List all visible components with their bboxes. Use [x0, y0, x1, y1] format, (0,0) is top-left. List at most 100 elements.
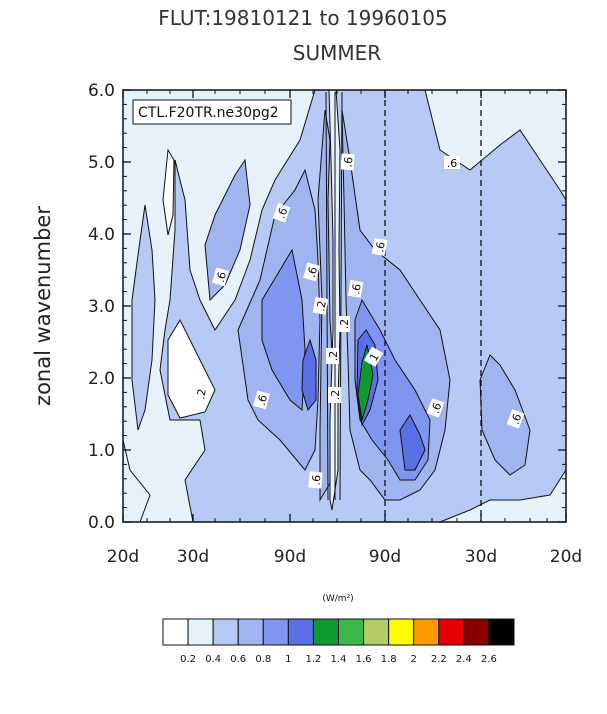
units-label: (W/m²)	[322, 594, 353, 604]
colorbar-box	[463, 618, 490, 646]
level-0.6-region-c	[479, 354, 531, 476]
colorbar-label: 1.8	[381, 654, 397, 665]
contour-label: .6	[506, 409, 525, 429]
colorbar-label: 0.2	[180, 654, 196, 665]
colorbar-box	[438, 618, 465, 646]
y-tick-label: 3.0	[88, 297, 115, 317]
contour-label: .6	[444, 156, 460, 170]
chart-title: FLUT:19810121 to 19960105	[158, 6, 447, 30]
x-tick-label: 30d	[465, 547, 497, 567]
contour-label: 1	[363, 346, 384, 367]
x-tick-label: 30d	[177, 547, 209, 567]
contour-label: .6	[212, 267, 229, 287]
colorbar-label: 1.2	[305, 654, 321, 665]
contour-label-text: .2	[329, 390, 342, 401]
x-tick-label: 90d	[369, 547, 401, 567]
colorbar-label: 2.4	[456, 654, 472, 665]
colorbar-box	[312, 618, 339, 646]
contour-label-text: .6	[275, 206, 291, 220]
colorbar-box	[212, 618, 239, 646]
colorbar-label: 1.6	[356, 654, 372, 665]
y-axis-label: zonal wavenumber	[31, 206, 55, 406]
colorbar-label: 1.4	[331, 654, 347, 665]
contour-label: .6	[340, 153, 356, 171]
contour-label-bg	[340, 153, 355, 171]
contour-label-bg	[303, 262, 320, 282]
chart-subtitle: SUMMER	[293, 41, 381, 65]
contour-label-text: .6	[342, 156, 356, 168]
colorbar-box	[488, 618, 515, 646]
case-label-box	[132, 99, 292, 125]
contour-label-text: .6	[349, 283, 364, 296]
contour-labels: .6 .6 .6 .2 .6 .6 .2 .2 .2 .6 .6 1 .6 .6 .6 .2 .6	[192, 153, 525, 489]
colorbar-label: 2.6	[481, 654, 497, 665]
colorbar-box	[237, 618, 264, 646]
contour-label-text: .6	[305, 265, 320, 279]
contour-label: .6	[253, 390, 270, 410]
colorbar-box	[187, 618, 214, 646]
contour-label-bg	[308, 471, 323, 489]
contour-label-bg	[212, 267, 229, 287]
level-0.2-low-top	[162, 148, 175, 236]
contour-label-text: .6	[509, 412, 525, 426]
contour-label-text: .2	[338, 319, 351, 330]
contour-label-text: .2	[194, 388, 209, 401]
colorbar-label: 2.2	[431, 654, 447, 665]
contour-label-bg	[444, 156, 460, 169]
y-tick-label: 5.0	[88, 153, 115, 173]
contour-label: .6	[303, 262, 320, 282]
x-tick-label: 20d	[107, 547, 139, 567]
contour-label-bg	[328, 387, 341, 403]
contour-label: .6	[272, 203, 291, 223]
colorbar-label: 0.8	[255, 654, 271, 665]
contour-label: .6	[347, 279, 364, 298]
contour-label-text: .6	[214, 270, 229, 284]
contour-label-text: .2	[314, 300, 329, 313]
colorbar: 0.2 0.4 0.6 0.8 1 1.2 1.4 1.6 1.8 2 2.2 2.4 2.6	[162, 618, 515, 665]
contour-label: .6	[371, 237, 388, 256]
contour-label-text: .6	[429, 401, 445, 415]
colorbar-label: 0.4	[205, 654, 221, 665]
contour-label-bg	[326, 348, 339, 364]
y-tick-label: 0.0	[88, 513, 115, 533]
contour-label: .2	[328, 387, 342, 403]
contour-label: .2	[337, 316, 351, 332]
x-tick-label: 90d	[274, 547, 306, 567]
contour-label-bg	[506, 409, 525, 429]
contour-label-text: .6	[255, 393, 270, 407]
colorbar-box	[388, 618, 415, 646]
colorbar-label: 0.6	[230, 654, 246, 665]
level-0.4-contour-left	[325, 91, 329, 501]
x-tick-label: 20d	[550, 547, 582, 567]
contour-label-text: .6	[310, 474, 324, 486]
colorbar-box	[413, 618, 440, 646]
colorbar-box	[262, 618, 289, 646]
y-tick-label: 6.0	[88, 81, 115, 101]
colorbar-label: 1	[285, 654, 291, 665]
contour-label-text: .6	[373, 241, 388, 254]
contour-label: .6	[308, 471, 324, 489]
y-tick-label: 2.0	[88, 369, 115, 389]
contour-label: .2	[192, 384, 209, 403]
contour-label-bg	[347, 279, 364, 298]
y-axis: 0.0 1.0 2.0 3.0 4.0 5.0 6.0	[88, 81, 566, 533]
contour-label: .6	[426, 398, 445, 418]
contour-label-bg	[363, 346, 384, 367]
colorbar-box	[287, 618, 314, 646]
contour-label-bg	[426, 398, 445, 418]
colorbar-box	[162, 618, 189, 646]
y-tick-label: 4.0	[88, 225, 115, 245]
colorbar-label: 2	[411, 654, 417, 665]
contour-label-bg	[272, 203, 291, 223]
y-tick-label: 1.0	[88, 441, 115, 461]
contour-label-bg	[253, 390, 270, 410]
x-axis: 20d 30d 90d 90d 30d 20d	[107, 90, 582, 567]
level-1.0-region-c	[399, 414, 426, 471]
level-1.0-region-a	[301, 338, 317, 412]
contour-label-bg	[192, 384, 209, 403]
contour-label-bg	[337, 316, 350, 332]
contour-label-bg	[312, 296, 329, 315]
colorbar-box	[363, 618, 390, 646]
colorbar-box	[338, 618, 365, 646]
